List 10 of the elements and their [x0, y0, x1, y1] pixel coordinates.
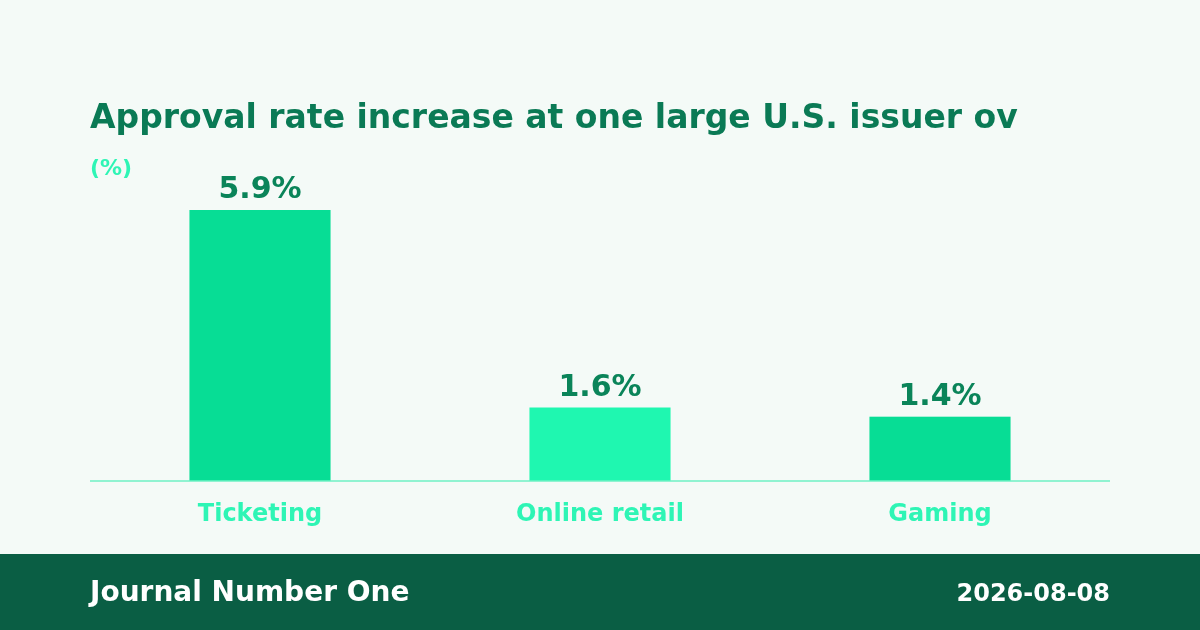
y-axis-title: (%): [90, 155, 133, 180]
text: Journal Number One: [88, 575, 410, 608]
x-tick-label: Online retail: [516, 499, 684, 527]
data-label: 1.6%: [558, 367, 642, 403]
chart-title: Approval rate increase at one large U.S. issuer ov: [90, 97, 1019, 136]
x-tick-label: Ticketing: [197, 499, 323, 527]
data-label: 5.9%: [218, 170, 302, 205]
data-label: 1.4%: [898, 376, 982, 412]
text: 2026-08-08: [956, 579, 1110, 607]
x-tick-label: Gaming: [888, 499, 992, 527]
